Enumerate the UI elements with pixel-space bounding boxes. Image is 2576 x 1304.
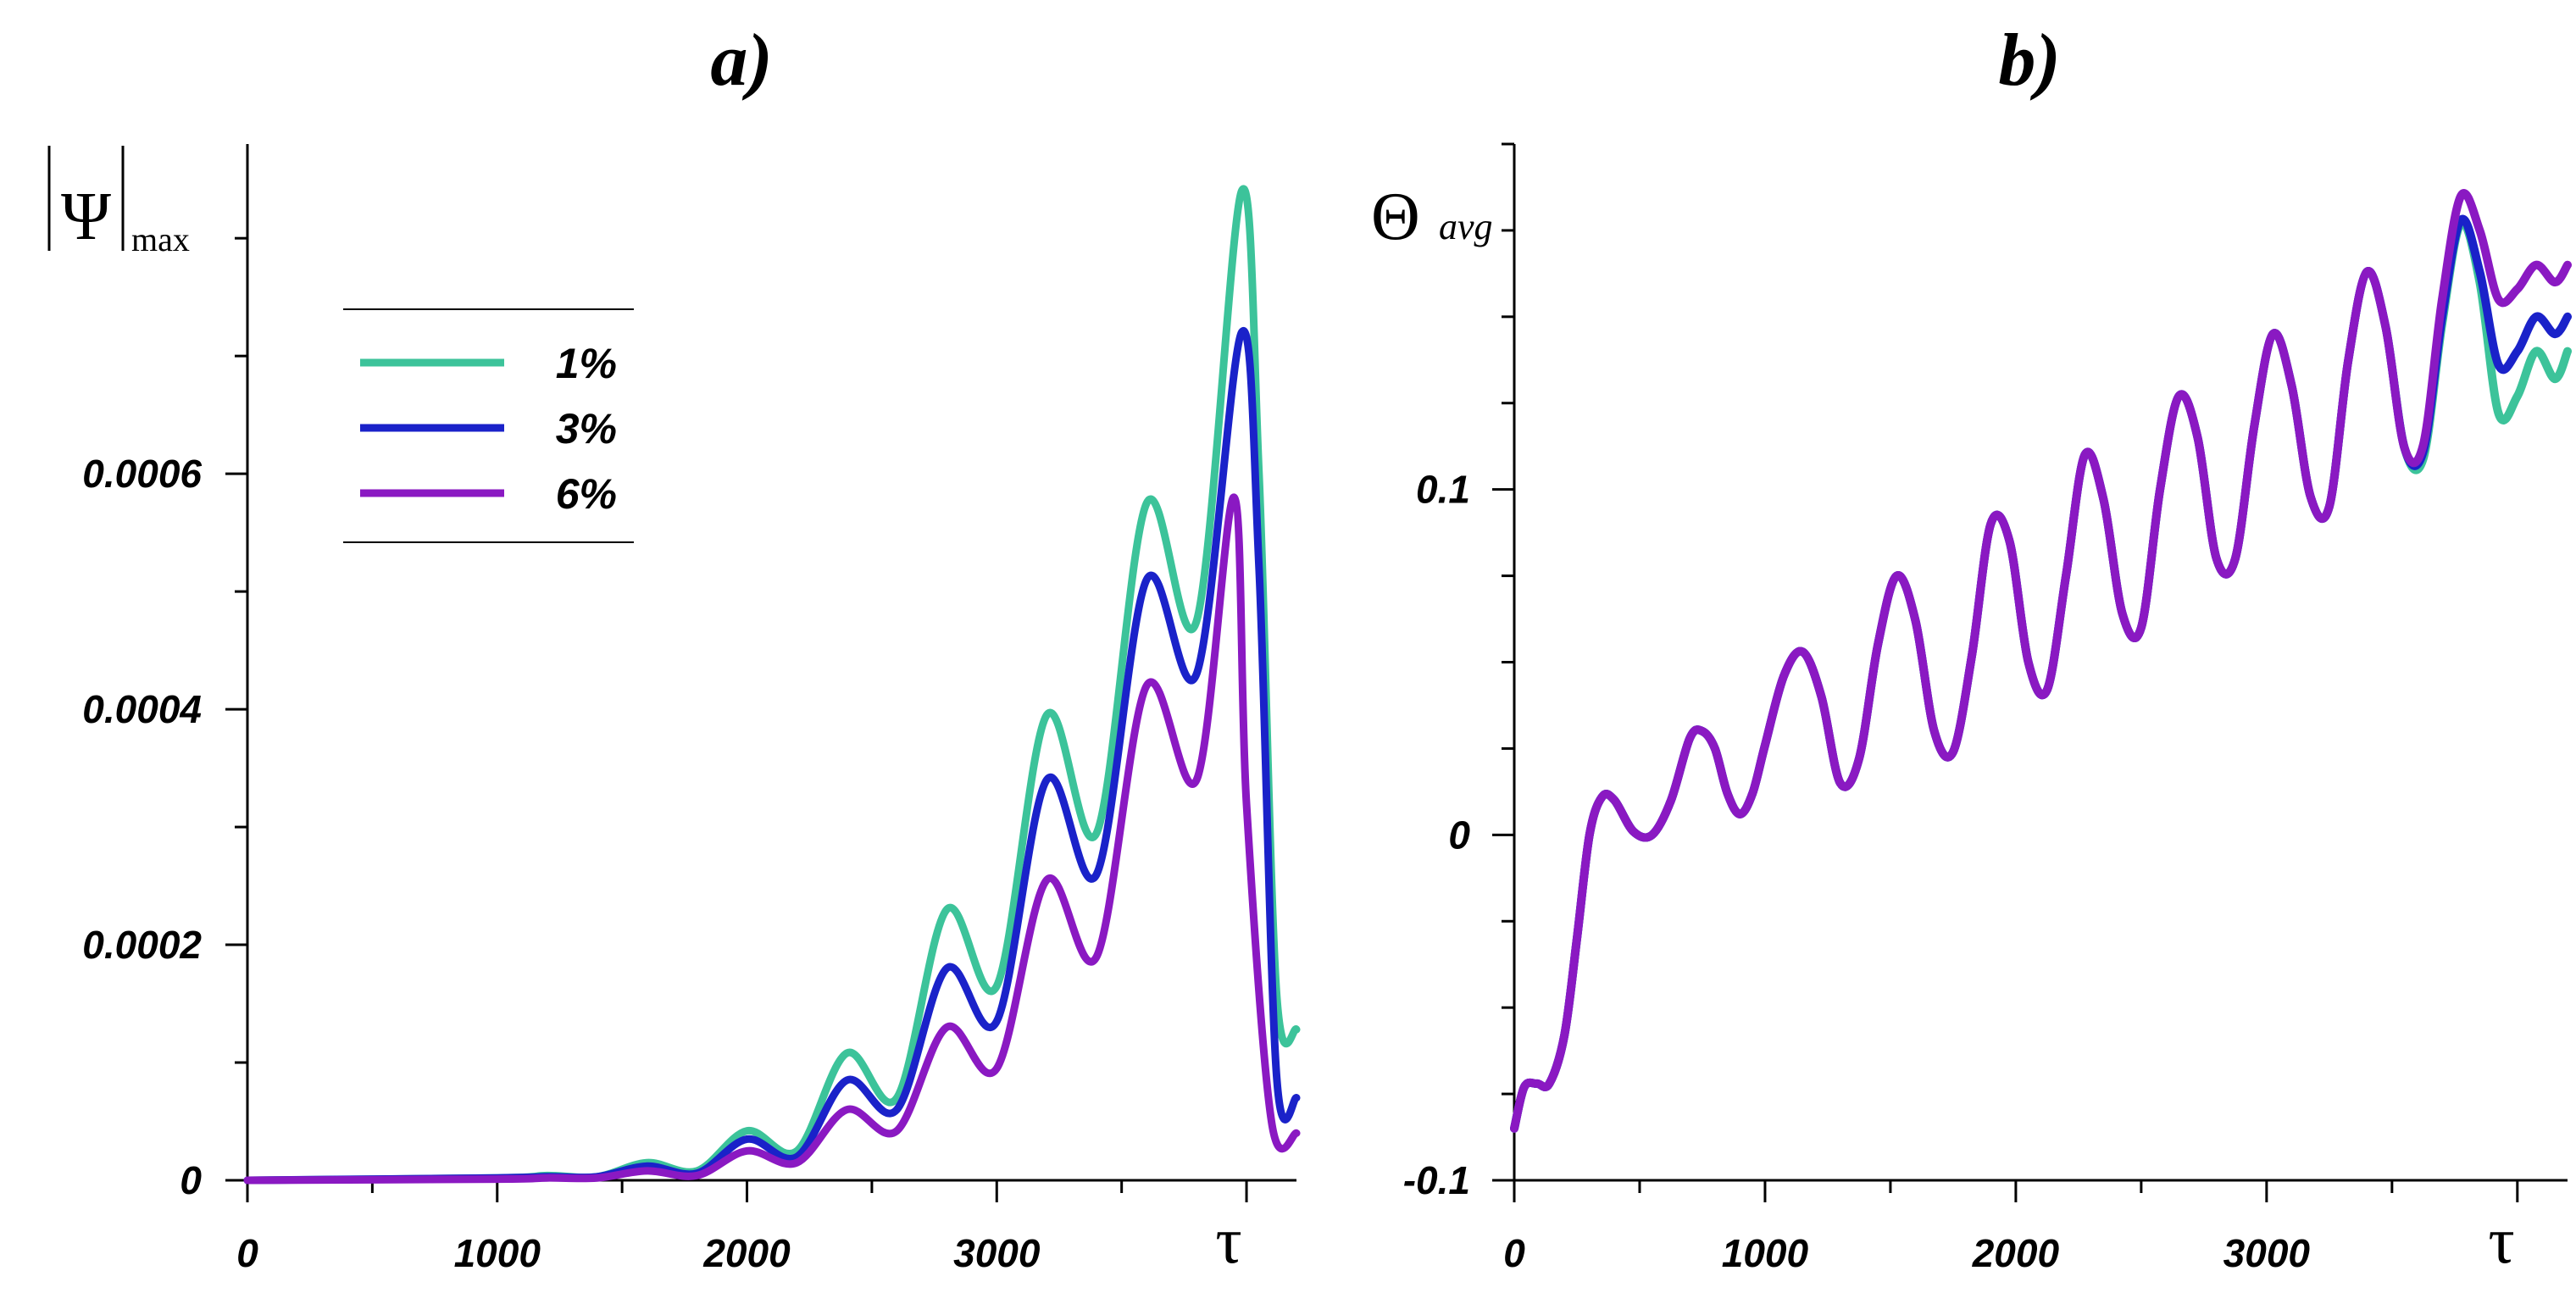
legend-label-6pct: 6% (556, 470, 617, 518)
legend-label-1pct: 1% (556, 340, 617, 387)
panel-a-title: a) (710, 19, 772, 102)
panel-b-ylabel-symbol: Θ (1371, 180, 1420, 254)
x-tick-label: 0 (236, 1231, 258, 1275)
x-tick-label: 3000 (2223, 1231, 2311, 1275)
series-line-1pct (1510, 218, 2572, 1133)
panel-b: b) Θ avg τ 0 1000 2000 3000 -0.1 0 0.1 (1371, 19, 2572, 1277)
x-tick-label: 0 (1503, 1231, 1525, 1275)
legend-label-3pct: 3% (556, 405, 617, 452)
panel-a-ylabel-symbol: Ψ (61, 180, 111, 254)
panel-a-ylabel-subscript: max (131, 220, 190, 258)
y-tick-label: 0.1 (1416, 468, 1470, 512)
series-line-1pct (243, 185, 1301, 1185)
panel-b-title: b) (1998, 19, 2060, 102)
x-tick-label: 1000 (454, 1231, 541, 1275)
y-tick-label: 0 (180, 1158, 202, 1202)
panel-a-legend: 1% 3% 6% (343, 308, 634, 543)
y-tick-label: 0.0004 (82, 687, 202, 731)
panel-a-axes: 0 1000 2000 3000 0 0.0002 0.0004 0.0006 (82, 144, 1296, 1275)
x-tick-label: 2000 (702, 1231, 791, 1275)
series-line-6pct (1510, 189, 2572, 1133)
panel-a-series (243, 185, 1301, 1185)
panel-b-ylabel: Θ avg (1371, 180, 1493, 254)
panel-b-ylabel-subscript: avg (1439, 206, 1493, 247)
y-tick-label: 0.0006 (82, 452, 202, 496)
x-tick-label: 2000 (1972, 1231, 2060, 1275)
y-tick-label: 0 (1448, 813, 1470, 857)
x-tick-label: 3000 (953, 1231, 1041, 1275)
series-line-3pct (243, 326, 1301, 1185)
panel-a-xlabel: τ (1215, 1203, 1241, 1277)
panel-a-ylabel: Ψ max (47, 146, 190, 258)
panel-b-axes: 0 1000 2000 3000 -0.1 0 0.1 (1403, 142, 2568, 1275)
panel-b-xlabel: τ (2488, 1203, 2514, 1277)
series-line-3pct (1510, 214, 2572, 1133)
y-tick-label: -0.1 (1403, 1158, 1470, 1202)
y-tick-label: 0.0002 (82, 923, 202, 967)
series-line-6pct (243, 493, 1301, 1185)
panel-b-series (1510, 189, 2572, 1133)
panel-a: a) Ψ max τ 0 1000 2000 3000 0 0.0002 0.0004 0.0… (47, 19, 1301, 1277)
x-tick-label: 1000 (1722, 1231, 1809, 1275)
